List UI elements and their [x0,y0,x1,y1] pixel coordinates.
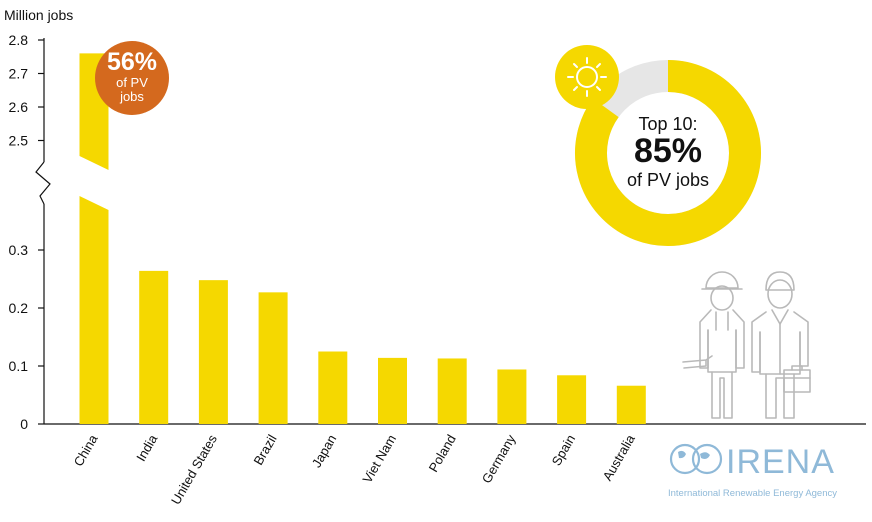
bar [497,369,527,424]
bars-group [79,53,646,424]
workers-icon [682,271,811,419]
category-label: Australia [600,431,639,483]
bar [437,358,467,424]
irena-logo: IRENA International Renewable Energy Age… [668,443,837,499]
y-ticks: 0 0.1 0.2 0.3 2.5 2.6 2.7 2.8 [9,32,44,432]
badge-value: 56% [107,48,157,76]
y-tick-label: 2.5 [9,133,29,149]
badge-circle [95,41,169,115]
bar [258,292,288,424]
y-tick-label: 0.3 [9,242,29,258]
china-share-badge: 56% of PV jobs [95,41,169,115]
bar [198,280,228,424]
logo-name: IRENA [726,443,835,481]
sun-icon [555,45,619,109]
category-label: Japan [309,432,340,470]
category-label: Spain [549,432,579,468]
badge-line1: of PV [116,75,148,90]
donut-line1: Top 10: [638,114,697,134]
donut-share-arc [575,60,761,246]
donut-line2: of PV jobs [627,170,709,190]
donut-value: 85% [634,132,702,170]
bar [79,196,109,424]
category-label: Brazil [250,432,279,468]
category-labels: China India United States Brazil Japan Viet N… [71,431,639,507]
category-label: Poland [426,432,459,475]
y-tick-label: 2.7 [9,66,29,82]
top10-donut: Top 10: 85% of PV jobs [575,60,761,246]
category-label: Germany [479,432,519,486]
logo-subtitle: International Renewable Energy Agency [668,488,837,499]
globe-icon [669,443,723,475]
bar [139,270,169,424]
y-tick-label: 0 [20,416,28,432]
bar [616,385,646,424]
bar [318,351,348,424]
category-label: Viet Nam [359,432,399,486]
y-tick-label: 2.6 [9,99,29,115]
y-tick-label: 0.1 [9,358,29,374]
y-tick-label: 2.8 [9,32,29,48]
category-label: India [133,431,160,464]
y-tick-label: 0.2 [9,300,29,316]
badge-line2: jobs [119,89,144,104]
bar [557,375,587,424]
bar [378,357,407,424]
unit-label: Million jobs [4,7,73,23]
category-label: China [71,431,101,469]
category-label: United States [168,432,220,508]
